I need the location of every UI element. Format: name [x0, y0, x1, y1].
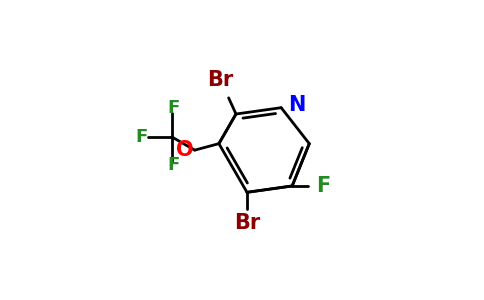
- Text: F: F: [316, 176, 330, 196]
- Text: F: F: [167, 99, 180, 117]
- Text: F: F: [167, 156, 180, 174]
- Text: Br: Br: [234, 213, 260, 233]
- Text: O: O: [176, 140, 193, 160]
- Text: N: N: [287, 95, 305, 115]
- Text: F: F: [135, 128, 147, 146]
- Text: Br: Br: [207, 70, 233, 90]
